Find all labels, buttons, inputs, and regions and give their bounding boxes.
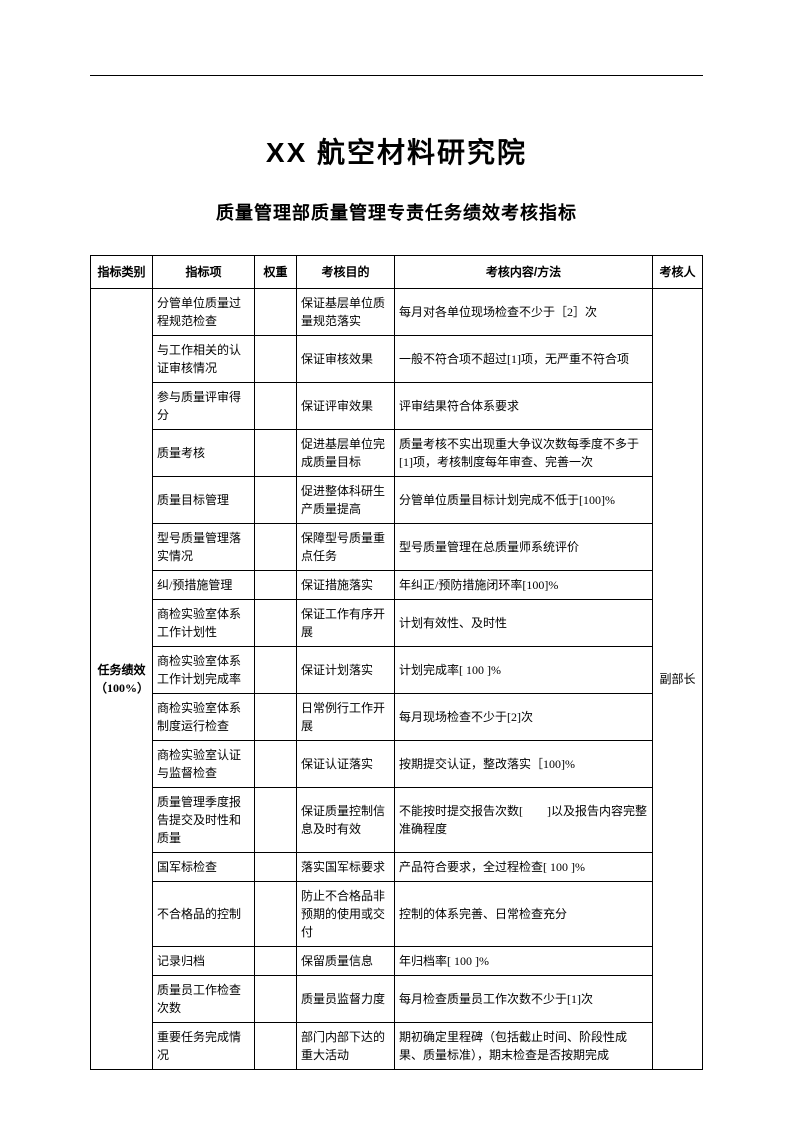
cell-method: 期初确定里程碑（包括截止时间、阶段性成果、质量标准），期末检查是否按期完成	[395, 1023, 653, 1070]
table-row: 不合格品的控制防止不合格品非预期的使用或交付控制的体系完善、日常检查充分	[91, 882, 703, 947]
cell-weight	[255, 976, 297, 1023]
table-header-row: 指标类别 指标项 权重 考核目的 考核内容/方法 考核人	[91, 256, 703, 289]
cell-purpose: 促进整体科研生产质量提高	[297, 477, 395, 524]
cell-method: 质量考核不实出现重大争议次数每季度不多于[1]项，考核制度每年审查、完善一次	[395, 430, 653, 477]
table-row: 重要任务完成情况部门内部下达的重大活动期初确定里程碑（包括截止时间、阶段性成果、…	[91, 1023, 703, 1070]
cell-item: 质量员工作检查次数	[153, 976, 255, 1023]
page-subtitle: 质量管理部质量管理专责任务绩效考核指标	[90, 199, 703, 225]
cell-weight	[255, 336, 297, 383]
cell-weight	[255, 853, 297, 882]
cell-item: 记录归档	[153, 947, 255, 976]
table-row: 任务绩效（100%）分管单位质量过程规范检查保证基层单位质量规范落实每月对各单位…	[91, 289, 703, 336]
th-assessor: 考核人	[653, 256, 703, 289]
table-row: 与工作相关的认证审核情况保证审核效果一般不符合项不超过[1]项，无严重不符合项	[91, 336, 703, 383]
cell-method: 控制的体系完善、日常检查充分	[395, 882, 653, 947]
cell-purpose: 日常例行工作开展	[297, 694, 395, 741]
table-row: 商检实验室体系工作计划完成率保证计划落实计划完成率[ 100 ]%	[91, 647, 703, 694]
kpi-table: 指标类别 指标项 权重 考核目的 考核内容/方法 考核人 任务绩效（100%）分…	[90, 255, 703, 1070]
cell-purpose: 保证质量控制信息及时有效	[297, 788, 395, 853]
cell-weight	[255, 571, 297, 600]
table-row: 质量目标管理促进整体科研生产质量提高分管单位质量目标计划完成不低于[100]%	[91, 477, 703, 524]
table-row: 质量员工作检查次数质量员监督力度每月检查质量员工作次数不少于[1]次	[91, 976, 703, 1023]
cell-purpose: 保留质量信息	[297, 947, 395, 976]
table-row: 商检实验室体系工作计划性保证工作有序开展计划有效性、及时性	[91, 600, 703, 647]
cell-method: 计划完成率[ 100 ]%	[395, 647, 653, 694]
cell-weight	[255, 1023, 297, 1070]
cell-method: 每月现场检查不少于[2]次	[395, 694, 653, 741]
cell-weight	[255, 289, 297, 336]
cell-purpose: 落实国军标要求	[297, 853, 395, 882]
table-row: 质量考核促进基层单位完成质量目标质量考核不实出现重大争议次数每季度不多于[1]项…	[91, 430, 703, 477]
th-purpose: 考核目的	[297, 256, 395, 289]
cell-method: 评审结果符合体系要求	[395, 383, 653, 430]
cell-weight	[255, 477, 297, 524]
table-row: 参与质量评审得分保证评审效果评审结果符合体系要求	[91, 383, 703, 430]
cell-weight	[255, 741, 297, 788]
cell-purpose: 保证评审效果	[297, 383, 395, 430]
table-row: 记录归档 保留质量信息年归档率[ 100 ]%	[91, 947, 703, 976]
cell-method: 型号质量管理在总质量师系统评价	[395, 524, 653, 571]
top-rule	[90, 75, 703, 76]
cell-method: 分管单位质量目标计划完成不低于[100]%	[395, 477, 653, 524]
cell-method: 计划有效性、及时性	[395, 600, 653, 647]
cell-item: 商检实验室体系工作计划性	[153, 600, 255, 647]
cell-weight	[255, 430, 297, 477]
cell-weight	[255, 694, 297, 741]
cell-method: 按期提交认证，整改落实［100]%	[395, 741, 653, 788]
table-row: 纠/预措施管理 保证措施落实年纠正/预防措施闭环率[100]%	[91, 571, 703, 600]
cell-item: 不合格品的控制	[153, 882, 255, 947]
cell-weight	[255, 882, 297, 947]
cell-method: 每月检查质量员工作次数不少于[1]次	[395, 976, 653, 1023]
cell-purpose: 保证审核效果	[297, 336, 395, 383]
cell-item: 质量管理季度报告提交及时性和质量	[153, 788, 255, 853]
cell-item: 分管单位质量过程规范检查	[153, 289, 255, 336]
cell-item: 纠/预措施管理	[153, 571, 255, 600]
cell-method: 不能按时提交报告次数[ ]以及报告内容完整准确程度	[395, 788, 653, 853]
cell-method: 年归档率[ 100 ]%	[395, 947, 653, 976]
cell-assessor: 副部长	[653, 289, 703, 1070]
table-row: 国军标检查 落实国军标要求产品符合要求，全过程检查[ 100 ]%	[91, 853, 703, 882]
cell-purpose: 质量员监督力度	[297, 976, 395, 1023]
page-title: XX 航空材料研究院	[90, 131, 703, 171]
cell-weight	[255, 524, 297, 571]
cell-item: 商检实验室体系制度运行检查	[153, 694, 255, 741]
table-row: 商检实验室体系制度运行检查日常例行工作开展每月现场检查不少于[2]次	[91, 694, 703, 741]
th-weight: 权重	[255, 256, 297, 289]
cell-item: 质量考核	[153, 430, 255, 477]
cell-item: 型号质量管理落实情况	[153, 524, 255, 571]
cell-item: 国军标检查	[153, 853, 255, 882]
th-item: 指标项	[153, 256, 255, 289]
document-page: XX 航空材料研究院 质量管理部质量管理专责任务绩效考核指标 指标类别 指标项 …	[0, 0, 793, 1130]
cell-item: 商检实验室体系工作计划完成率	[153, 647, 255, 694]
cell-purpose: 保证认证落实	[297, 741, 395, 788]
cell-purpose: 部门内部下达的重大活动	[297, 1023, 395, 1070]
cell-item: 与工作相关的认证审核情况	[153, 336, 255, 383]
cell-purpose: 保证工作有序开展	[297, 600, 395, 647]
cell-category: 任务绩效（100%）	[91, 289, 153, 1070]
th-method: 考核内容/方法	[395, 256, 653, 289]
cell-weight	[255, 383, 297, 430]
table-row: 商检实验室认证与监督检查保证认证落实按期提交认证，整改落实［100]%	[91, 741, 703, 788]
cell-item: 商检实验室认证与监督检查	[153, 741, 255, 788]
cell-item: 质量目标管理	[153, 477, 255, 524]
cell-method: 年纠正/预防措施闭环率[100]%	[395, 571, 653, 600]
table-row: 质量管理季度报告提交及时性和质量保证质量控制信息及时有效不能按时提交报告次数[ …	[91, 788, 703, 853]
cell-item: 参与质量评审得分	[153, 383, 255, 430]
cell-weight	[255, 600, 297, 647]
th-category: 指标类别	[91, 256, 153, 289]
cell-purpose: 保证计划落实	[297, 647, 395, 694]
cell-purpose: 保障型号质量重点任务	[297, 524, 395, 571]
cell-method: 每月对各单位现场检查不少于［2］次	[395, 289, 653, 336]
cell-method: 一般不符合项不超过[1]项，无严重不符合项	[395, 336, 653, 383]
cell-purpose: 防止不合格品非预期的使用或交付	[297, 882, 395, 947]
cell-weight	[255, 947, 297, 976]
cell-weight	[255, 647, 297, 694]
cell-item: 重要任务完成情况	[153, 1023, 255, 1070]
table-row: 型号质量管理落实情况保障型号质量重点任务型号质量管理在总质量师系统评价	[91, 524, 703, 571]
cell-purpose: 促进基层单位完成质量目标	[297, 430, 395, 477]
cell-purpose: 保证措施落实	[297, 571, 395, 600]
cell-method: 产品符合要求，全过程检查[ 100 ]%	[395, 853, 653, 882]
cell-purpose: 保证基层单位质量规范落实	[297, 289, 395, 336]
cell-weight	[255, 788, 297, 853]
